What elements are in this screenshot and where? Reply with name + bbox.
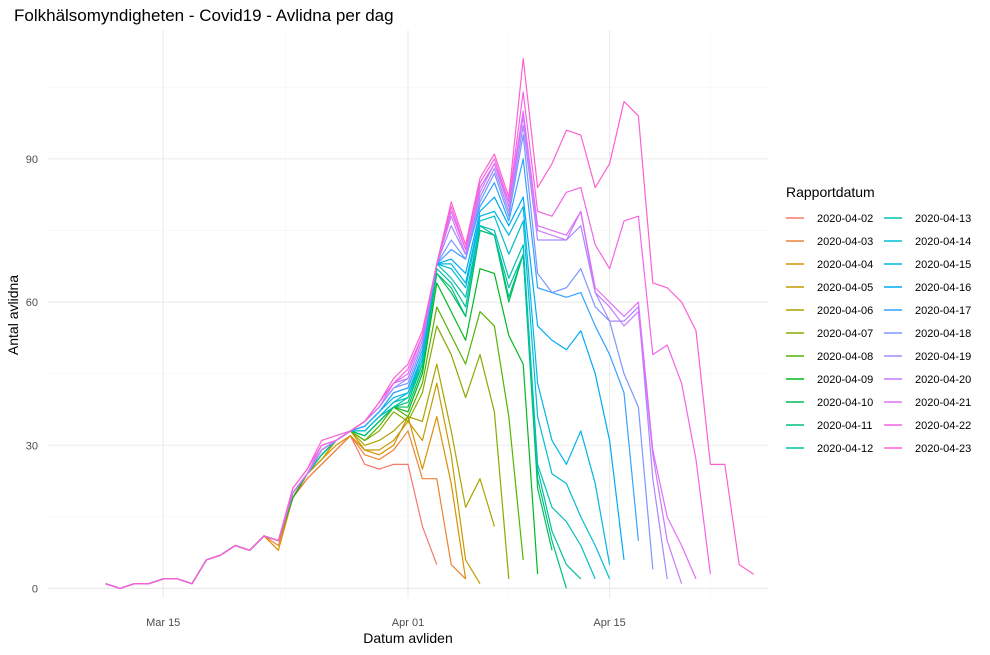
legend-item: 2020-04-04 xyxy=(786,259,873,271)
y-axis-title: Antal avlidna xyxy=(5,275,21,355)
y-axis: 0 30 60 90 xyxy=(26,154,38,596)
legend-label: 2020-04-15 xyxy=(915,259,971,271)
series-line-2020-04-15 xyxy=(105,206,611,590)
legend-item: 2020-04-07 xyxy=(786,328,873,340)
legend-item: 2020-04-09 xyxy=(786,374,873,386)
series-line-2020-04-02 xyxy=(105,435,438,590)
legend-item: 2020-04-18 xyxy=(884,328,971,340)
chart-title: Folkhälsomyndigheten - Covid19 - Avlidna… xyxy=(14,6,394,25)
legend-label: 2020-04-10 xyxy=(817,397,873,409)
legend-label: 2020-04-08 xyxy=(817,351,873,363)
legend-title: Rapportdatum xyxy=(786,184,875,200)
legend-label: 2020-04-13 xyxy=(915,213,971,225)
legend: Rapportdatum 2020-04-022020-04-032020-04… xyxy=(786,184,971,455)
legend-label: 2020-04-11 xyxy=(817,420,872,432)
y-tick-label: 60 xyxy=(26,297,38,309)
legend-item: 2020-04-11 xyxy=(786,420,872,432)
legend-item: 2020-04-12 xyxy=(786,443,873,455)
legend-item: 2020-04-10 xyxy=(786,397,873,409)
x-axis-title: Datum avliden xyxy=(363,630,453,646)
legend-label: 2020-04-09 xyxy=(817,374,873,386)
legend-item: 2020-04-05 xyxy=(786,282,873,294)
y-tick-label: 0 xyxy=(32,583,38,595)
legend-item: 2020-04-22 xyxy=(884,420,971,432)
series-line-2020-04-16 xyxy=(105,196,625,590)
legend-label: 2020-04-18 xyxy=(915,328,971,340)
legend-label: 2020-04-19 xyxy=(915,351,971,363)
legend-item: 2020-04-08 xyxy=(786,351,873,363)
legend-item: 2020-04-23 xyxy=(884,443,971,455)
legend-label: 2020-04-16 xyxy=(915,282,971,294)
series-line-2020-04-13 xyxy=(105,225,596,590)
series-line-2020-04-12 xyxy=(105,225,582,590)
legend-item: 2020-04-14 xyxy=(884,236,971,248)
series-line-2020-04-23 xyxy=(105,58,754,590)
legend-label: 2020-04-22 xyxy=(915,420,971,432)
y-tick-label: 30 xyxy=(26,440,38,452)
legend-item: 2020-04-06 xyxy=(786,305,873,317)
legend-item: 2020-04-21 xyxy=(884,397,971,409)
legend-label: 2020-04-17 xyxy=(915,305,971,317)
legend-item: 2020-04-17 xyxy=(884,305,971,317)
x-tick-label: Apr 15 xyxy=(593,617,625,629)
legend-label: 2020-04-04 xyxy=(817,259,873,271)
series-layer xyxy=(105,58,754,590)
legend-items: 2020-04-02 2020-04-03 2020-04-04 2020-04-05… xyxy=(786,213,971,455)
legend-item: 2020-04-15 xyxy=(884,259,971,271)
legend-label: 2020-04-20 xyxy=(915,374,971,386)
series-line-2020-04-09 xyxy=(105,268,539,590)
legend-item: 2020-04-02 xyxy=(786,213,873,225)
grid xyxy=(48,30,768,598)
legend-label: 2020-04-12 xyxy=(817,443,873,455)
legend-item: 2020-04-13 xyxy=(884,213,971,225)
series-line-2020-04-06 xyxy=(105,363,495,590)
y-tick-label: 90 xyxy=(26,154,38,166)
series-line-2020-04-10 xyxy=(105,229,553,590)
series-line-2020-04-18 xyxy=(105,134,654,590)
legend-item: 2020-04-16 xyxy=(884,282,971,294)
x-tick-label: Mar 15 xyxy=(146,617,180,629)
legend-label: 2020-04-03 xyxy=(817,236,873,248)
legend-item: 2020-04-20 xyxy=(884,374,971,386)
legend-label: 2020-04-05 xyxy=(817,282,873,294)
legend-label: 2020-04-14 xyxy=(915,236,971,248)
x-tick-label: Apr 01 xyxy=(392,617,424,629)
legend-label: 2020-04-21 xyxy=(915,397,971,409)
legend-label: 2020-04-23 xyxy=(915,443,971,455)
x-axis: Mar 15 Apr 01 Apr 15 xyxy=(146,617,626,629)
legend-item: 2020-04-19 xyxy=(884,351,971,363)
legend-item: 2020-04-03 xyxy=(786,236,873,248)
legend-label: 2020-04-02 xyxy=(817,213,873,225)
legend-label: 2020-04-06 xyxy=(817,305,873,317)
legend-label: 2020-04-07 xyxy=(817,328,873,340)
